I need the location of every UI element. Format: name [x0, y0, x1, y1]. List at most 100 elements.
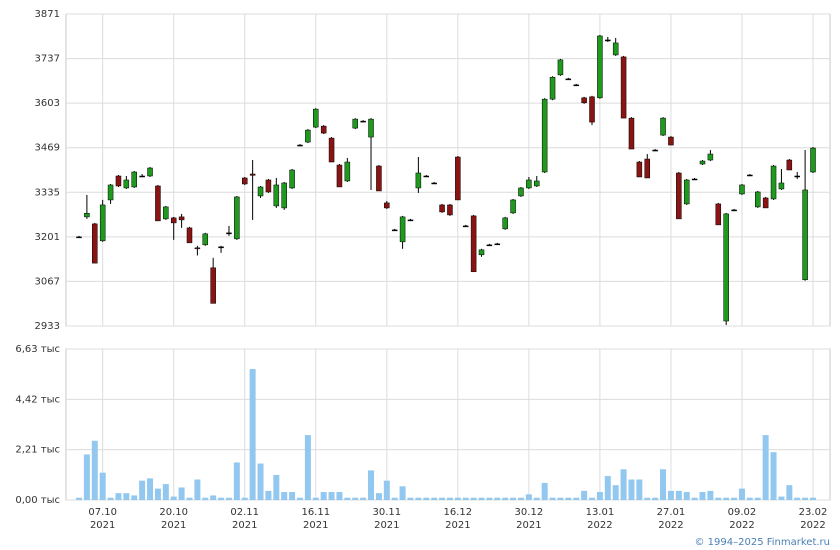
volume-bar	[541, 482, 548, 500]
x-tick-label: 27.01	[657, 507, 686, 518]
volume-bar	[407, 497, 414, 500]
candle-body	[526, 179, 532, 189]
x-tick-label: 2021	[516, 520, 541, 531]
volume-bar	[486, 497, 493, 500]
candle-body	[84, 212, 90, 218]
volume-bar	[517, 497, 524, 500]
candle-body	[249, 173, 256, 176]
y-tick-label: 3871	[35, 9, 60, 20]
x-tick-label: 2021	[232, 520, 257, 531]
candle-body	[628, 117, 635, 150]
volume-bar	[707, 490, 714, 500]
volume-tick-label: 6,63 тыс	[15, 344, 60, 355]
volume-bar	[391, 497, 398, 500]
volume-frame	[65, 348, 831, 501]
candle-body	[747, 174, 753, 177]
candle-body	[423, 175, 430, 178]
volume-bar	[83, 454, 90, 500]
candle-body	[755, 191, 761, 208]
x-tick-label: 13.01	[586, 507, 615, 518]
y-tick-label: 2933	[35, 321, 60, 332]
candle-body	[257, 186, 264, 197]
candle-body	[226, 232, 232, 235]
candle-body	[447, 204, 453, 216]
candle-body	[178, 216, 185, 221]
candle-body	[652, 149, 658, 152]
candle-body	[762, 197, 769, 209]
candle-body	[597, 35, 603, 99]
x-tick-label: 30.12	[515, 507, 544, 518]
candle-body	[589, 96, 595, 123]
volume-bar	[794, 497, 801, 500]
candle-body	[155, 185, 161, 222]
footer: © 1994–2025 Finmarket.ru	[694, 537, 830, 548]
volume-bar	[731, 497, 738, 500]
volume-bar	[596, 492, 603, 500]
candle-body	[273, 184, 280, 207]
candle-body	[297, 144, 303, 147]
candle-body	[234, 196, 240, 240]
volume-bar	[375, 493, 382, 500]
candle-body	[139, 175, 145, 178]
candle-body	[131, 171, 137, 188]
candle-body	[92, 223, 98, 264]
candle-body	[549, 76, 556, 100]
volume-bar	[660, 469, 667, 500]
volume-bar	[439, 497, 446, 500]
candle-body	[636, 161, 643, 178]
candle-body	[99, 204, 106, 242]
candle-body	[660, 117, 666, 136]
candle-body	[107, 184, 114, 201]
volume-bar	[383, 480, 390, 500]
volume-bar	[273, 474, 280, 500]
volume-bar	[454, 497, 461, 500]
volume-bar	[533, 497, 540, 500]
candle-body	[739, 184, 745, 195]
volume-bar	[549, 497, 556, 500]
volume-bar	[249, 369, 256, 500]
candle-body	[644, 158, 651, 179]
candle-body	[202, 233, 209, 246]
x-tick-label: 2021	[374, 520, 399, 531]
candle-body	[305, 129, 311, 143]
volume-bar	[415, 497, 422, 500]
x-tick-label: 2021	[90, 520, 115, 531]
volume-bar	[738, 488, 745, 500]
volume-bar	[233, 462, 240, 500]
x-tick-label: 2022	[587, 520, 612, 531]
volume-bar	[802, 497, 809, 500]
volume-bar	[446, 497, 453, 500]
volume-bar	[667, 490, 674, 500]
candle-body	[407, 219, 414, 222]
candle-body	[115, 175, 122, 187]
volume-bar	[123, 493, 130, 500]
volume-bar	[139, 480, 146, 500]
volume-bar	[225, 497, 232, 500]
candle-body	[668, 136, 674, 146]
candle-body	[510, 199, 516, 214]
candle-body	[391, 229, 398, 232]
x-tick-label: 07.10	[88, 507, 117, 518]
price-frame	[65, 13, 831, 327]
candle-body	[715, 203, 722, 226]
volume-bar	[131, 495, 138, 500]
candle-body	[691, 178, 698, 181]
volume-bar	[147, 478, 154, 500]
candle-body	[573, 84, 579, 87]
candle-body	[462, 225, 469, 228]
volume-bar	[754, 497, 761, 500]
candle-body	[478, 249, 485, 256]
volume-bar	[612, 485, 619, 500]
candle-body	[470, 215, 477, 273]
volume-bar	[336, 492, 343, 500]
candle-body	[502, 217, 508, 230]
candle-body	[265, 179, 272, 193]
volume-bar	[115, 493, 122, 500]
candle-body	[612, 42, 619, 56]
volume-bar	[628, 479, 635, 500]
volume-bar	[368, 470, 375, 500]
volume-bar	[431, 497, 438, 500]
volume-bar	[76, 497, 82, 500]
candle-body	[802, 189, 808, 281]
